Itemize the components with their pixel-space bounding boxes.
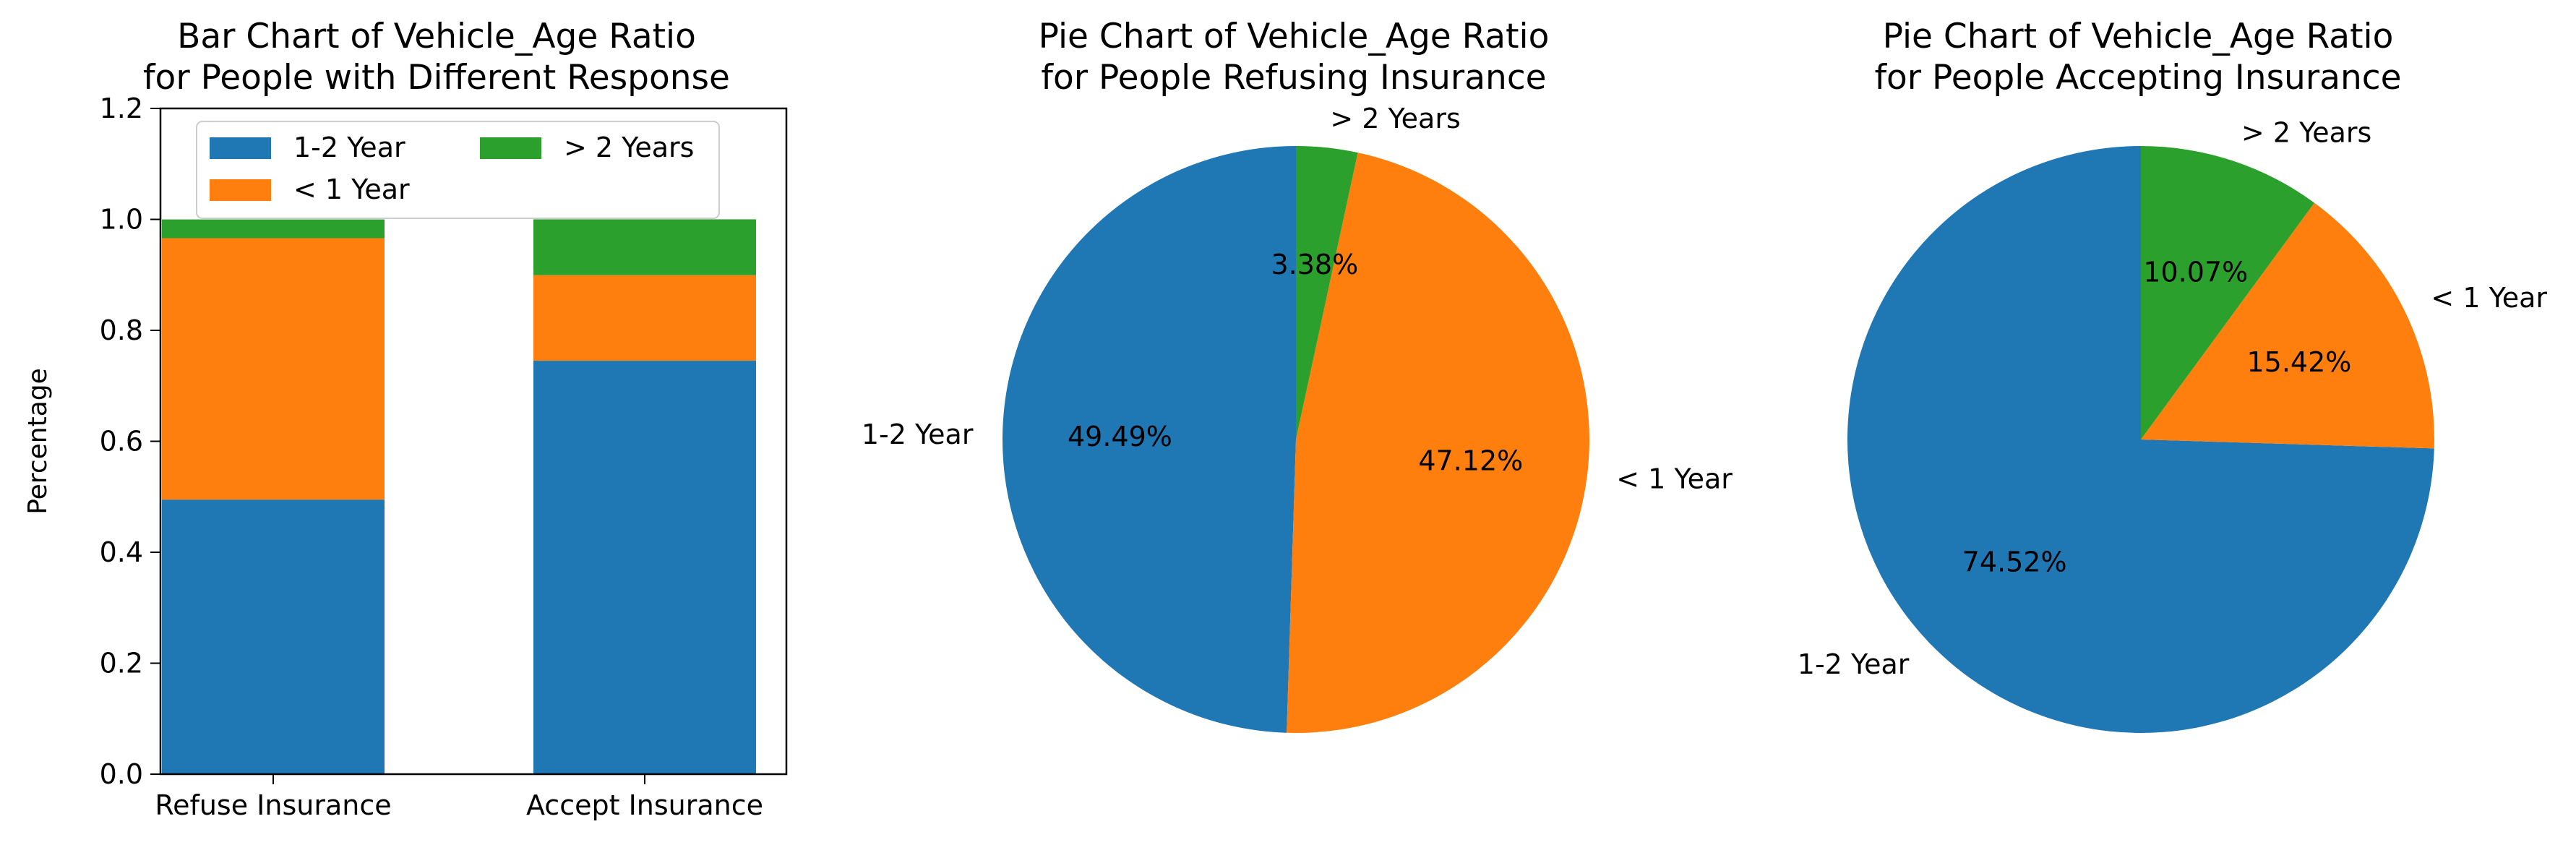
pie-refusing-pct-1-year: 47.12%	[1418, 445, 1523, 477]
y-tick-label-2: 0.4	[100, 536, 143, 568]
pie-refusing-label-2-years: > 2 Years	[1330, 103, 1460, 134]
pie-refusing-slice-1-year	[1287, 153, 1589, 733]
pie-refusing-label-1-2-year: 1-2 Year	[862, 419, 974, 450]
pie-accepting-slice-1-2-year	[1847, 146, 2434, 734]
legend: 1-2 Year < 1 Year > 2 Years	[196, 121, 720, 219]
pie-refusing-title-line-1: Pie Chart of Vehicle_Age Ratio	[1039, 17, 1550, 56]
pie-accepting-label-2-years: > 2 Years	[2241, 117, 2371, 149]
bar-chart-title-line-2: for People with Different Response	[143, 58, 730, 98]
x-tick-label-0: Refuse Insurance	[155, 789, 391, 821]
pie-accepting-pct-2-years: 10.07%	[2143, 256, 2248, 288]
pie-refusing-label-1-year: < 1 Year	[1616, 463, 1733, 494]
y-tick-label-1: 0.2	[100, 648, 143, 679]
pie-accepting-title-line-1: Pie Chart of Vehicle_Age Ratio	[1883, 17, 2394, 56]
pie-refusing-title-line-2: for People Refusing Insurance	[1041, 58, 1546, 98]
pie-refusing-slice-1-2-year	[1003, 146, 1296, 733]
pie-accepting-label-1-2-year: 1-2 Year	[1798, 648, 1910, 680]
x-tick-label-1: Accept Insurance	[526, 789, 763, 821]
bar-chart-title-line-1: Bar Chart of Vehicle_Age Ratio	[177, 17, 696, 56]
y-tick-label-5: 1.0	[100, 204, 143, 236]
legend-label-2: < 1 Year	[293, 173, 410, 205]
plot-frame	[159, 107, 788, 776]
legend-box	[196, 121, 720, 219]
bar-refuse-insurance-3	[162, 219, 385, 239]
y-tick-label-4: 0.8	[100, 314, 143, 346]
legend-swatch-2	[210, 179, 271, 201]
bar-refuse-insurance-2	[162, 238, 385, 500]
pie-refusing-pct-1-2-year: 49.49%	[1068, 421, 1172, 452]
bar-accept-insurance-3	[533, 219, 756, 275]
bar-accept-insurance-1	[533, 361, 756, 775]
y-tick-label-0: 0.0	[100, 758, 143, 790]
pie-accepting-pct-1-2-year: 74.52%	[1962, 546, 2067, 578]
y-tick-label-3: 0.6	[100, 426, 143, 458]
y-axis-label: Percentage	[23, 368, 53, 515]
pie-accepting-title-line-2: for People Accepting Insurance	[1874, 58, 2401, 98]
y-tick-label-6: 1.2	[100, 93, 143, 124]
legend-swatch-3	[480, 137, 541, 159]
pie-refusing-pct-2-years: 3.38%	[1271, 249, 1358, 280]
legend-label-3: > 2 Years	[564, 132, 694, 163]
pie-accepting-label-1-year: < 1 Year	[2431, 282, 2547, 314]
pie-refusing-slice-2-years	[1296, 146, 1358, 439]
pie-accepting-pct-1-year: 15.42%	[2246, 346, 2351, 378]
pie-accepting-slice-1-year	[2141, 202, 2434, 449]
bar-accept-insurance-2	[533, 275, 756, 361]
legend-label-1: 1-2 Year	[293, 132, 405, 163]
pie-accepting-slice-2-years	[2141, 146, 2315, 439]
bar-refuse-insurance-1	[162, 499, 385, 774]
legend-swatch-1	[210, 137, 271, 159]
